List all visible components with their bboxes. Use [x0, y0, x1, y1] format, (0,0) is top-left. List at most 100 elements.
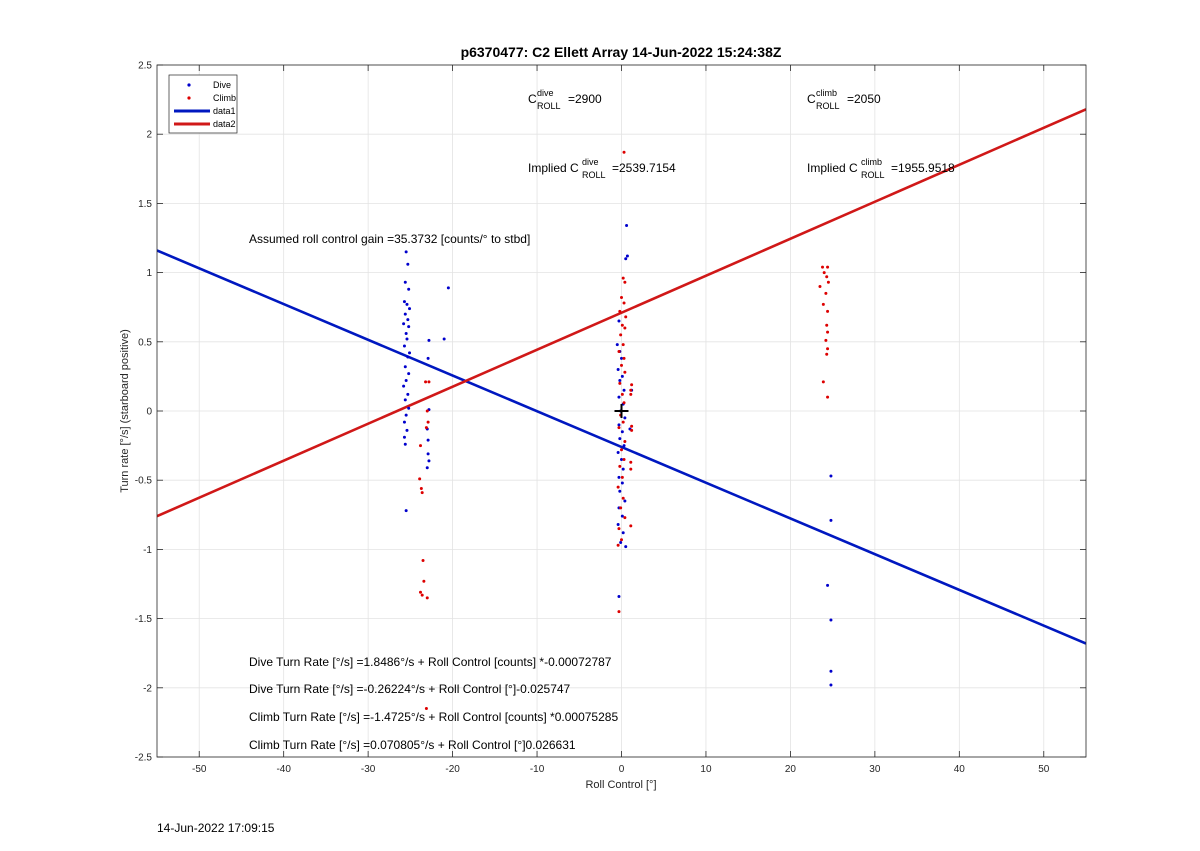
- implied-dive-subscript: ROLL: [582, 170, 606, 180]
- dive-point: [617, 319, 621, 323]
- x-tick-label: -20: [445, 764, 460, 775]
- y-tick-label: -2: [143, 683, 152, 694]
- dive-point: [620, 430, 624, 434]
- climb-point: [421, 558, 425, 562]
- legend-climb-marker: [187, 96, 191, 100]
- climb-point: [620, 392, 624, 396]
- climb-point: [617, 349, 621, 353]
- x-tick-label: 20: [785, 764, 797, 775]
- climb-point: [622, 301, 626, 305]
- climb-point: [418, 590, 422, 594]
- dive-point: [407, 372, 411, 376]
- dive-point: [616, 367, 620, 371]
- dive-point: [404, 509, 408, 513]
- y-tick-label: -1: [143, 545, 152, 556]
- climb-point: [620, 448, 623, 452]
- x-tick-label: 30: [869, 764, 881, 775]
- x-tick-label: -40: [276, 764, 291, 775]
- climb-point: [621, 343, 625, 347]
- dive-point: [624, 257, 628, 261]
- climb-point: [630, 383, 634, 387]
- dive-point: [617, 475, 621, 479]
- climb-point: [424, 707, 428, 711]
- dive-point: [405, 302, 409, 306]
- climb-point: [620, 475, 624, 479]
- climb-point: [821, 302, 825, 306]
- climb-point: [621, 276, 625, 280]
- climb-point: [629, 388, 633, 392]
- dive-point: [617, 594, 621, 598]
- dive-point: [620, 374, 624, 378]
- y-tick-label: 0: [146, 407, 152, 418]
- climb-point: [424, 380, 428, 384]
- climb-point: [617, 426, 621, 430]
- climb-point: [826, 347, 830, 351]
- climb-point: [826, 395, 830, 399]
- implied-dive-prefix: Implied C: [528, 161, 579, 175]
- climb-point: [418, 444, 422, 448]
- x-tick-label: -50: [192, 764, 207, 775]
- dive-point: [442, 337, 446, 341]
- climb-point: [620, 323, 624, 327]
- y-axis-label: Turn rate [°/s] (starboard positive): [119, 329, 131, 493]
- dive-point: [402, 344, 406, 348]
- y-tick-labels: -2.5 -2 -1.5 -1 -0.5 0 0.5 1 1.5 2 2.5: [135, 61, 153, 764]
- climb-degrees-equation: Climb Turn Rate [°/s] =0.070805°/s + Rol…: [249, 738, 576, 752]
- dive-point: [403, 365, 407, 369]
- climb-point: [618, 309, 622, 313]
- annotation-c-climb: C climb ROLL =2050: [807, 88, 881, 111]
- implied-climb-subscript: ROLL: [861, 170, 885, 180]
- dive-point: [622, 444, 626, 448]
- fit-lines: [157, 108, 1086, 645]
- climb-point: [427, 380, 431, 384]
- implied-dive-superscript: dive: [582, 157, 599, 167]
- c-dive-value: =2900: [568, 92, 602, 106]
- dive-point: [616, 451, 620, 455]
- climb-point: [420, 593, 424, 597]
- dive-point: [406, 355, 410, 359]
- climb-point: [623, 439, 627, 443]
- dive-point: [404, 379, 408, 383]
- climb-point: [426, 420, 430, 424]
- climb-point: [825, 323, 829, 327]
- dive-point: [621, 467, 625, 471]
- footer-timestamp: 14-Jun-2022 17:09:15: [157, 821, 275, 835]
- dive-point: [829, 618, 833, 622]
- climb-point: [824, 291, 828, 295]
- dive-point: [406, 262, 410, 266]
- x-tick-label: -30: [361, 764, 376, 775]
- dive-point: [625, 254, 629, 258]
- series-climb: [418, 150, 830, 711]
- legend-data1-label: data1: [213, 106, 236, 116]
- dive-point: [829, 669, 833, 673]
- legend-dive-label: Dive: [213, 80, 231, 90]
- dive-point: [826, 583, 830, 587]
- implied-climb-value: =1955.9518: [891, 161, 955, 175]
- climb-point: [630, 424, 634, 428]
- dive-point: [405, 337, 409, 341]
- dive-point: [829, 683, 833, 687]
- climb-point: [418, 477, 422, 481]
- x-tick-label: 50: [1038, 764, 1050, 775]
- dive-point: [829, 518, 833, 522]
- climb-point: [629, 460, 633, 464]
- annotation-c-dive: C dive ROLL =2900: [528, 88, 602, 111]
- climb-point: [420, 491, 424, 495]
- climb-point: [422, 579, 426, 583]
- dive-point: [620, 356, 623, 360]
- climb-point: [622, 457, 626, 461]
- dive-point: [617, 423, 621, 427]
- climb-point: [620, 363, 623, 367]
- dive-degrees-equation: Dive Turn Rate [°/s] =-0.26224°/s + Roll…: [249, 682, 571, 696]
- dive-point: [618, 379, 622, 383]
- dive-point: [620, 481, 624, 485]
- dive-point: [425, 466, 429, 470]
- x-tick-label: 40: [954, 764, 966, 775]
- dive-point: [618, 437, 622, 441]
- dive-point: [404, 250, 408, 254]
- dive-point: [407, 406, 411, 410]
- climb-point: [623, 516, 627, 520]
- climb-point: [617, 527, 621, 531]
- implied-climb-prefix: Implied C: [807, 161, 858, 175]
- x-tick-labels: -50 -40 -30 -20 -10 0 10 20 30 40 50: [192, 764, 1050, 775]
